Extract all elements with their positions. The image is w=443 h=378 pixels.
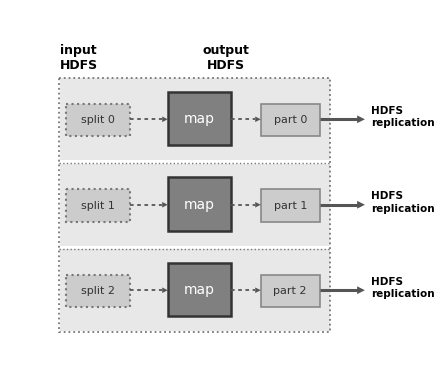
Text: HDFS
replication: HDFS replication [371,191,435,214]
Text: part 1: part 1 [273,200,307,211]
Bar [66,275,130,307]
Text: map: map [184,112,215,126]
Bar [261,104,320,136]
Text: input
HDFS: input HDFS [59,43,98,71]
Bar [60,164,330,246]
Bar [66,104,130,136]
Text: output
HDFS: output HDFS [202,43,249,71]
Text: map: map [184,283,215,297]
Text: split 1: split 1 [81,200,115,211]
Text: HDFS
replication: HDFS replication [371,106,435,128]
Bar [59,78,330,332]
Text: HDFS
replication: HDFS replication [371,277,435,299]
Text: map: map [184,198,215,212]
Bar [66,189,130,222]
Bar [261,189,320,222]
Text: split 2: split 2 [81,286,115,296]
Text: part 2: part 2 [273,286,307,296]
Bar [168,91,231,146]
Bar [60,249,330,331]
Text: split 0: split 0 [81,115,115,125]
Text: part 0: part 0 [273,115,307,125]
Bar [168,262,231,316]
Bar [261,275,320,307]
Bar [60,79,330,160]
Bar [168,177,231,231]
